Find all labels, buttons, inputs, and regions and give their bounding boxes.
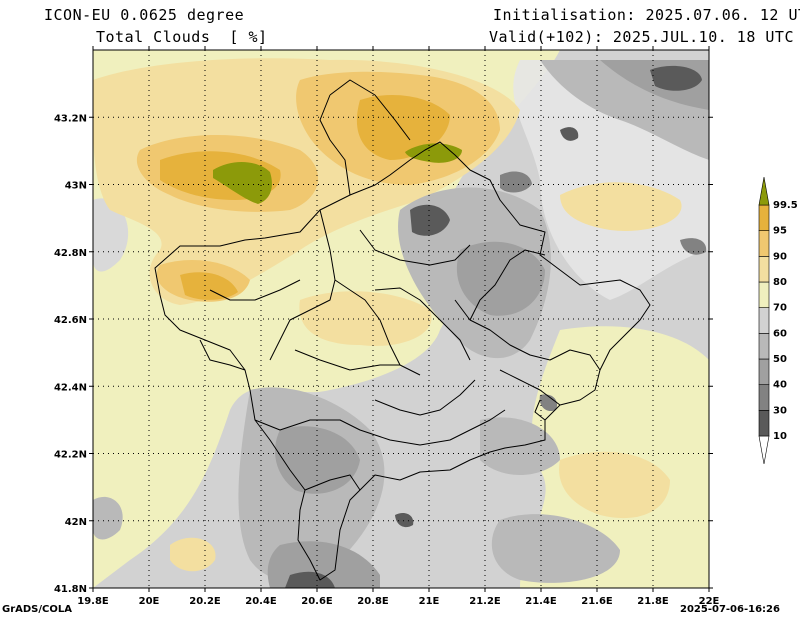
lat-tick-label: 42N xyxy=(65,517,87,528)
lat-tick-label: 42.4N xyxy=(54,382,87,393)
lat-tick-label: 42.2N xyxy=(54,450,87,461)
colorbar-box xyxy=(758,333,770,360)
lon-tick-label: 21E xyxy=(419,596,440,607)
lon-tick-label: 20.6E xyxy=(301,596,333,607)
colorbar-box xyxy=(758,384,770,411)
lon-tick-label: 20E xyxy=(139,596,160,607)
colorbar-box xyxy=(758,230,770,257)
lat-tick-label: 43.2N xyxy=(54,113,87,124)
axis-labels: 19.8E 20E 20.2E 20.4E 20.6E 20.8E 21E 21.2E 21.4… xyxy=(54,113,720,607)
lon-tick-label: 19.8E xyxy=(77,596,109,607)
colorbar-label: 99.5 xyxy=(773,200,798,211)
colorbar-low-end xyxy=(758,435,770,465)
colorbar-label: 70 xyxy=(773,303,787,314)
credit-text: GrADS/COLA xyxy=(2,604,72,615)
lon-tick-label: 21.8E xyxy=(637,596,669,607)
timestamp-text: 2025-07-06-16:26 xyxy=(680,604,780,615)
colorbar-box xyxy=(758,307,770,334)
colorbar-label: 90 xyxy=(773,251,787,262)
lon-tick-label: 20.2E xyxy=(189,596,221,607)
colorbar-label: 95 xyxy=(773,226,787,237)
colorbar-label: 80 xyxy=(773,277,787,288)
init-time: Initialisation: 2025.07.06. 12 UTC xyxy=(493,6,800,24)
colorbar-box xyxy=(758,358,770,385)
colorbar-box xyxy=(758,281,770,308)
lon-tick-label: 20.4E xyxy=(245,596,277,607)
colorbar-high-end xyxy=(758,176,770,206)
axis-ticks xyxy=(89,46,713,592)
colorbar-label: 40 xyxy=(773,380,787,391)
model-title: ICON-EU 0.0625 degree xyxy=(44,6,245,24)
lon-tick-label: 20.8E xyxy=(357,596,389,607)
colorbar-box xyxy=(758,410,770,437)
colorbar-box xyxy=(758,256,770,283)
colorbar-label: 30 xyxy=(773,405,787,416)
colorbar-box xyxy=(758,204,770,231)
colorbar-label: 60 xyxy=(773,328,787,339)
variable-title: Total Clouds [ %] xyxy=(96,28,268,46)
colorbar-label: 10 xyxy=(773,431,787,442)
lon-tick-label: 21.2E xyxy=(469,596,501,607)
lat-tick-label: 42.6N xyxy=(54,315,87,326)
lat-tick-label: 43N xyxy=(65,181,87,192)
cloud-field xyxy=(93,50,709,588)
lat-tick-label: 41.8N xyxy=(54,584,87,595)
lat-tick-label: 42.8N xyxy=(54,248,87,259)
valid-time: Valid(+102): 2025.JUL.10. 18 UTC xyxy=(489,28,794,46)
border-lines xyxy=(154,79,651,581)
colorbar: 10 30 40 50 60 70 80 90 95 99.5 xyxy=(758,176,798,465)
lon-tick-label: 21.4E xyxy=(525,596,557,607)
lon-tick-label: 22E xyxy=(699,596,720,607)
colorbar-label: 50 xyxy=(773,354,787,365)
lon-tick-label: 21.6E xyxy=(581,596,613,607)
